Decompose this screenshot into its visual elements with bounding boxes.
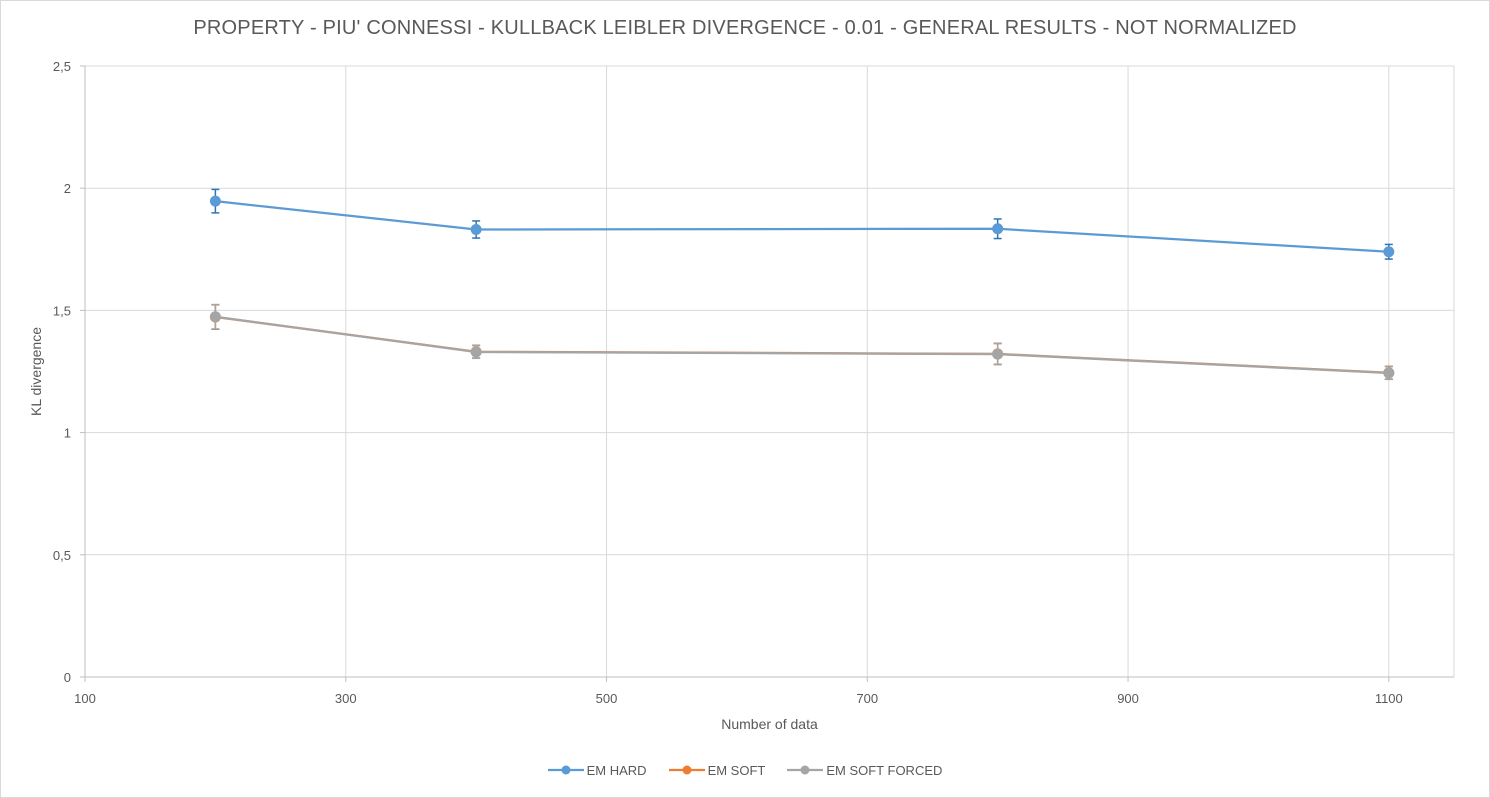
y-tick-label: 2,5 [53, 59, 71, 74]
chart-title: PROPERTY - PIU' CONNESSI - KULLBACK LEIB… [193, 17, 1297, 39]
data-point [992, 348, 1004, 360]
legend-label: EM HARD [586, 762, 647, 778]
y-tick-label: 1,5 [53, 303, 71, 318]
series-line [215, 315, 1389, 375]
legend-marker-icon [547, 765, 584, 775]
legend-item: EM SOFT FORCED [787, 761, 942, 779]
axes: 0 0,5 1 1,5 2 2,5 100 300 500 700 900 1100 [53, 59, 1454, 706]
x-tick-label: 900 [1117, 691, 1139, 706]
legend-marker-icon [668, 765, 705, 775]
series-layer [209, 188, 1395, 381]
data-point [470, 346, 482, 358]
x-tick-label: 500 [596, 691, 618, 706]
y-tick-label: 0,5 [53, 548, 71, 563]
x-tick-label: 700 [856, 691, 878, 706]
series-em-soft-forced [209, 303, 1395, 381]
x-axis-title: Number of data [721, 716, 818, 732]
legend-label: EM SOFT FORCED [826, 762, 943, 778]
x-tick-label: 1100 [1375, 691, 1403, 706]
x-tick-label: 100 [74, 691, 96, 706]
legend: EM HARD EM SOFT EM SOFT FORCED [0, 761, 1490, 779]
y-tick-label: 1 [64, 426, 71, 441]
legend-label: EM SOFT [707, 762, 766, 778]
data-point [992, 223, 1004, 235]
y-axis-title: KL divergence [28, 327, 44, 416]
y-tick-label: 2 [64, 181, 71, 196]
series-line [215, 200, 1389, 253]
legend-item: EM SOFT [668, 761, 766, 779]
legend-marker-icon [787, 765, 824, 775]
data-point [209, 311, 221, 323]
grid-lines [85, 65, 1455, 677]
data-point [1383, 367, 1395, 379]
series-em-hard [209, 188, 1395, 260]
legend-item: EM HARD [547, 761, 647, 779]
data-point [209, 195, 221, 207]
data-point [470, 224, 482, 236]
y-tick-label: 0 [64, 670, 71, 685]
data-point [1383, 246, 1395, 258]
series-em-soft [209, 304, 1395, 380]
x-tick-label: 300 [335, 691, 357, 706]
